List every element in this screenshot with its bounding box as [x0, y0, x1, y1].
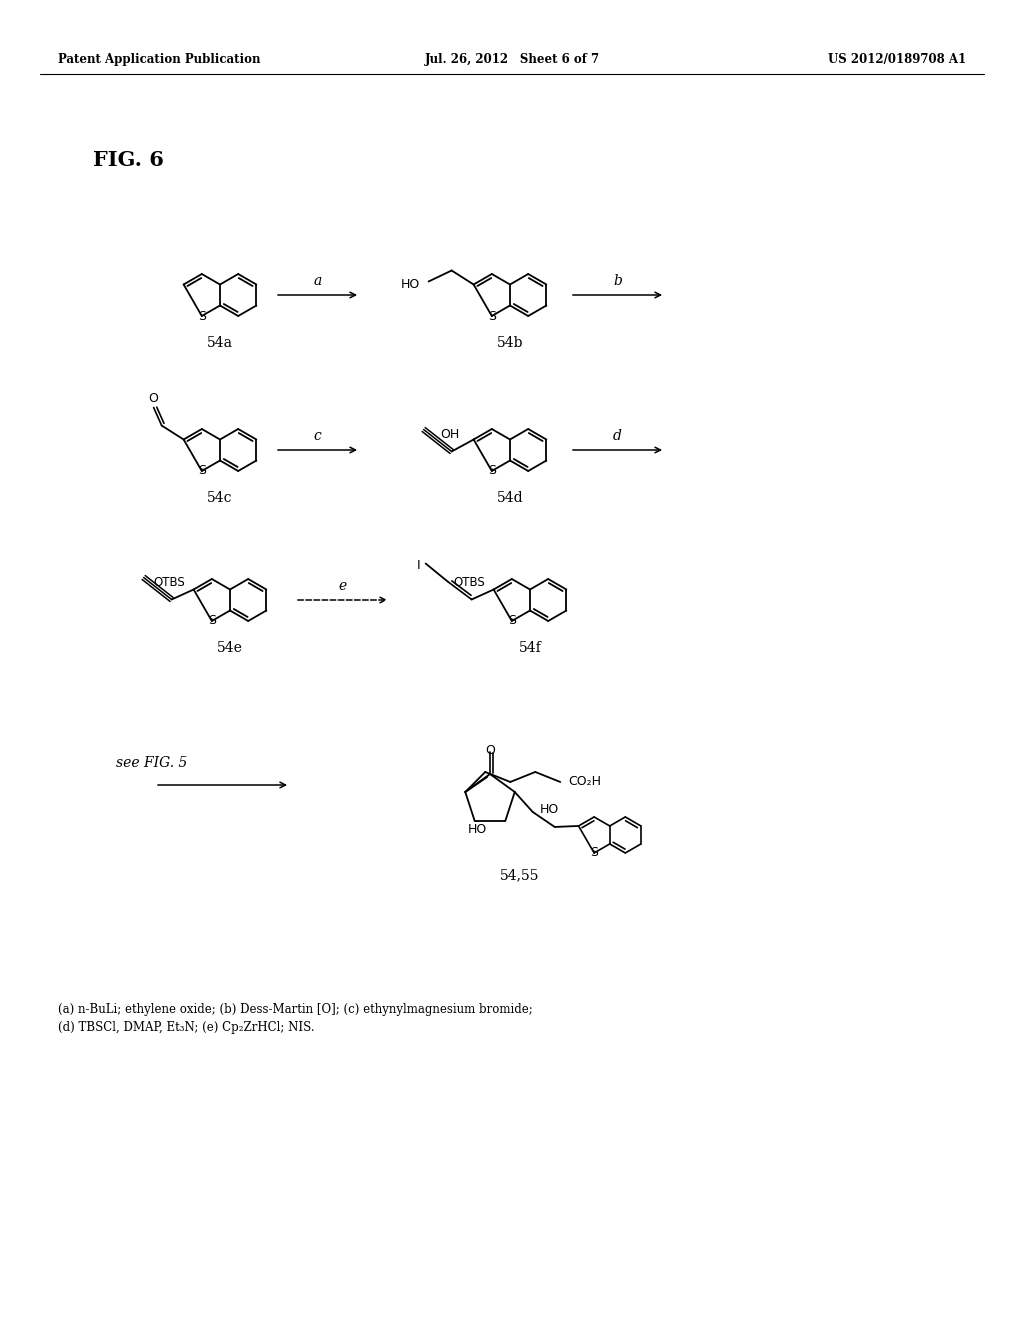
Text: (a) n-BuLi; ethylene oxide; (b) Dess-Martin [O]; (c) ethynylmagnesium bromide;: (a) n-BuLi; ethylene oxide; (b) Dess-Mar… — [58, 1003, 532, 1016]
Text: b: b — [613, 275, 622, 288]
Text: S: S — [590, 846, 598, 859]
Text: OH: OH — [440, 428, 459, 441]
Text: S: S — [208, 615, 216, 627]
Text: O: O — [148, 392, 159, 405]
Text: 54d: 54d — [497, 491, 523, 506]
Text: 54f: 54f — [518, 642, 542, 655]
Text: US 2012/0189708 A1: US 2012/0189708 A1 — [827, 54, 966, 66]
Text: 54a: 54a — [207, 337, 233, 350]
Text: Jul. 26, 2012 Sheet 6 of 7: Jul. 26, 2012 Sheet 6 of 7 — [424, 54, 600, 66]
Text: HO: HO — [540, 804, 559, 817]
Text: 54c: 54c — [207, 491, 232, 506]
Text: 54b: 54b — [497, 337, 523, 350]
Text: S: S — [508, 615, 516, 627]
Text: e: e — [338, 579, 347, 593]
Text: 54,55: 54,55 — [501, 869, 540, 882]
Text: S: S — [198, 465, 206, 478]
Text: HO: HO — [401, 279, 420, 290]
Text: S: S — [487, 465, 496, 478]
Text: O: O — [485, 744, 495, 756]
Text: S: S — [487, 309, 496, 322]
Text: S: S — [198, 309, 206, 322]
Text: FIG. 6: FIG. 6 — [93, 150, 164, 170]
Text: OTBS: OTBS — [154, 576, 185, 589]
Text: d: d — [613, 429, 622, 444]
Text: see FIG. 5: see FIG. 5 — [117, 756, 187, 770]
Text: a: a — [313, 275, 322, 288]
Text: (d) TBSCl, DMAP, Et₃N; (e) Cp₂ZrHCl; NIS.: (d) TBSCl, DMAP, Et₃N; (e) Cp₂ZrHCl; NIS… — [58, 1022, 314, 1035]
Text: c: c — [313, 429, 322, 444]
Text: OTBS: OTBS — [454, 576, 485, 589]
Text: I: I — [417, 558, 421, 572]
Text: 54e: 54e — [217, 642, 243, 655]
Text: CO₂H: CO₂H — [567, 775, 601, 788]
Text: Patent Application Publication: Patent Application Publication — [58, 54, 260, 66]
Text: HO: HO — [468, 822, 486, 836]
